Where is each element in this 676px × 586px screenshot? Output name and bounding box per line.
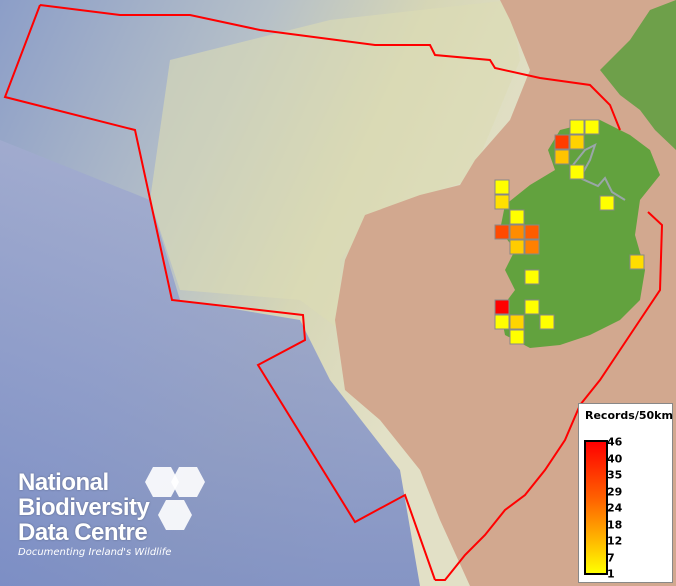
record-grid-cell[interactable] [524, 299, 540, 315]
legend-color-ramp [584, 440, 608, 575]
legend-tick: 40 [607, 452, 623, 465]
boundary-line [39, 4, 621, 131]
record-grid-cell[interactable] [494, 299, 510, 315]
logo-line-1: National [18, 469, 109, 496]
logo-line-3: Data Centre [18, 519, 148, 546]
logo-hexagons-icon [145, 467, 205, 530]
legend-tick: 29 [607, 485, 623, 498]
legend-tick: 18 [607, 518, 623, 531]
record-grid-cell[interactable] [494, 194, 510, 210]
record-grid-cell[interactable] [509, 239, 525, 255]
record-grid-cell[interactable] [509, 224, 525, 240]
record-grid-cell[interactable] [524, 239, 540, 255]
record-grid-cell[interactable] [524, 224, 540, 240]
legend-tick: 35 [607, 468, 623, 482]
britain-land [600, 0, 676, 150]
legend-tick: 7 [607, 551, 615, 564]
record-grid-cell[interactable] [509, 314, 525, 330]
logo-line-2: Biodiversity [18, 494, 150, 521]
record-grid-cell[interactable] [509, 209, 525, 225]
record-grid-cell[interactable] [584, 119, 600, 135]
record-grid-cell[interactable] [524, 269, 540, 285]
record-grid-cell[interactable] [569, 134, 585, 150]
record-grid-cell[interactable] [569, 164, 585, 180]
nbdc-logo: National Biodiversity Data Centre Docume… [18, 470, 171, 558]
record-grid-cell[interactable] [494, 179, 510, 195]
deep-ocean [0, 140, 420, 586]
legend-tick: 1 [607, 567, 615, 581]
record-grid-cell[interactable] [539, 314, 555, 330]
record-grid-cell[interactable] [554, 134, 570, 150]
boundary-line-east [435, 211, 664, 581]
legend-tick: 12 [607, 534, 623, 548]
logo-tagline: Documenting Ireland's Wildlife [18, 547, 172, 558]
legend: Records/50km 46 40 35 29 24 18 12 7 1 [578, 403, 673, 583]
record-grid-cell[interactable] [629, 254, 645, 270]
record-grid-cell[interactable] [494, 314, 510, 330]
record-grid-cell[interactable] [494, 224, 510, 240]
legend-title: Records/50km [585, 409, 673, 422]
legend-tick: 24 [607, 501, 623, 515]
ireland-land [500, 120, 660, 348]
record-grid-cell[interactable] [569, 119, 585, 135]
legend-tick: 46 [607, 435, 623, 449]
shelf [150, 0, 520, 330]
record-grid-cell[interactable] [554, 149, 570, 165]
record-grid-cell[interactable] [599, 195, 615, 211]
boundary-line-west [3, 4, 436, 581]
record-grid-cell[interactable] [509, 329, 525, 345]
